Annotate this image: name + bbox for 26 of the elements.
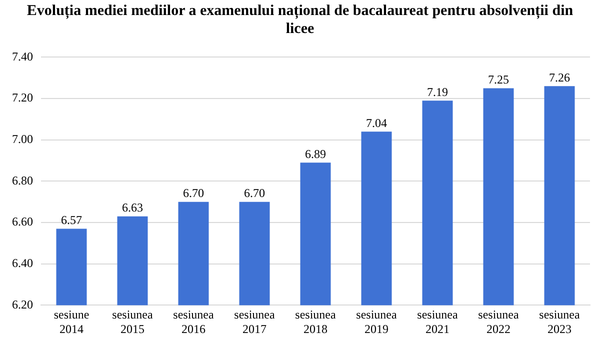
x-tick-label: sesiunea 2019 bbox=[356, 308, 398, 336]
data-label: 7.04 bbox=[366, 116, 387, 130]
x-tick-label: sesiunea 2021 bbox=[417, 308, 458, 336]
data-label: 6.70 bbox=[183, 186, 204, 200]
chart-title: Evoluția mediei mediilor a examenului național de bacalaureat pentru absolvenții din licee bbox=[26, 2, 574, 39]
data-label: 7.25 bbox=[488, 72, 509, 86]
data-label: 7.26 bbox=[549, 70, 570, 84]
data-label: 7.19 bbox=[427, 84, 448, 99]
x-tick-label: sesiunea 2022 bbox=[478, 308, 520, 336]
x-tick-label: sesiunea 2018 bbox=[295, 308, 336, 336]
x-tick-label: sesiune 2014 bbox=[54, 308, 90, 336]
y-tick-label: 6.80 bbox=[12, 173, 33, 188]
data-label: 6.70 bbox=[244, 186, 265, 200]
x-tick-label: sesiunea 2015 bbox=[112, 308, 154, 336]
x-tick-label: sesiunea 2017 bbox=[234, 308, 276, 336]
x-tick-label: sesiunea 2023 bbox=[539, 308, 580, 336]
data-label: 6.57 bbox=[61, 212, 82, 227]
y-tick-label: 6.20 bbox=[12, 297, 33, 312]
y-tick-label: 6.60 bbox=[12, 214, 33, 229]
data-label: 6.89 bbox=[305, 146, 326, 161]
y-tick-label: 7.40 bbox=[12, 49, 33, 64]
y-tick-label: 7.00 bbox=[12, 132, 33, 146]
x-tick-label: sesiunea 2016 bbox=[173, 308, 214, 336]
y-tick-label: 6.40 bbox=[12, 256, 33, 270]
y-tick-label: 7.20 bbox=[12, 90, 33, 105]
data-label: 6.63 bbox=[122, 200, 143, 214]
